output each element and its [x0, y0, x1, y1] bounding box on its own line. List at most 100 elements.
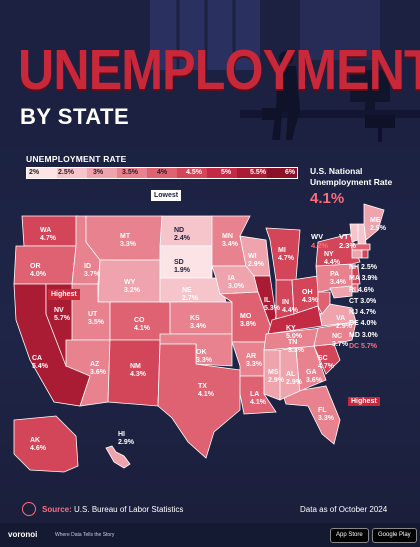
state-abbr: OR [30, 263, 41, 270]
state-ma [351, 243, 371, 251]
state-label-or: OR 4.0% [30, 263, 47, 278]
state-value: 3.3% [196, 357, 213, 364]
state-abbr: MS [268, 369, 279, 376]
brand-logo[interactable]: voronoi [8, 530, 38, 539]
state-value: 3.6% [306, 377, 323, 384]
state-abbr: VA [336, 315, 345, 322]
legend-tick: 6% [284, 169, 296, 176]
source-label: Source: [42, 505, 72, 514]
state-value: 5.4% [32, 363, 49, 370]
state-abbr: NC [332, 333, 342, 340]
state-label-me: ME 2.9% [370, 217, 387, 232]
northeast-row: MD 3.0% [349, 331, 378, 339]
app-store-badge[interactable]: App Store [330, 528, 369, 543]
state-label-sc: SC 4.7% [318, 355, 335, 370]
state-abbr: MO [240, 313, 252, 320]
state-label-oh: OH 4.3% [302, 289, 319, 304]
vt-abbr: VT [339, 232, 349, 241]
state-abbr: GA [306, 369, 317, 376]
state-abbr: NE [182, 287, 192, 294]
state-value: 5.3% [264, 305, 281, 312]
state-abbr: AZ [90, 361, 100, 368]
state-md [329, 285, 353, 299]
lowest-tag: Lowest [151, 190, 182, 201]
state-va [319, 303, 357, 327]
state-label-la: LA 4.1% [250, 391, 267, 406]
office-backdrop [0, 0, 420, 150]
state-label-ks: KS 3.4% [190, 315, 207, 330]
state-label-il: IL 5.3% [264, 297, 281, 312]
legend-swatch [57, 168, 87, 178]
state-value: 4.4% [324, 259, 341, 266]
state-label-ak: AK 4.6% [30, 437, 47, 452]
color-scale-legend [26, 167, 298, 179]
state-label-ny: NY 4.4% [324, 251, 341, 266]
highest-tag-west: Highest [48, 289, 80, 300]
legend-swatch [177, 168, 207, 178]
state-label-nv: NV 5.7% [54, 307, 71, 322]
legend-swatch [27, 168, 57, 178]
legend-swatch [207, 168, 237, 178]
state-label-wi: WI 2.9% [248, 253, 265, 268]
state-abbr: MN [222, 233, 233, 240]
state-label-al: AL 2.9% [286, 371, 303, 386]
state-label-id: ID 3.7% [84, 263, 101, 278]
state-value: 3.8% [240, 321, 257, 328]
state-abbr: KY [286, 325, 296, 332]
national-rate-value: 4.1% [310, 190, 345, 207]
us-map: WA 4.7%OR 4.0%CA 5.4%NV 5.7%ID 3.7%MT 3.3%WY 3.… [13, 203, 387, 473]
state-value: 4.7% [278, 255, 295, 262]
state-abbr: WA [40, 227, 51, 234]
wv-label: WV 4.2% [311, 232, 328, 250]
state-nj [351, 265, 361, 285]
legend-swatch [117, 168, 147, 178]
state-label-mn: MN 3.4% [222, 233, 239, 248]
northeast-row: RI 4.6% [349, 286, 374, 294]
brand-tagline: Where Data Tells the Story [55, 532, 115, 538]
legend-swatch [147, 168, 177, 178]
state-value: 4.6% [30, 445, 47, 452]
state-abbr: AK [30, 437, 40, 444]
state-abbr: TX [198, 383, 207, 390]
state-value: 3.0% [228, 283, 245, 290]
state-label-ga: GA 3.6% [306, 369, 323, 384]
state-abbr: SC [318, 355, 328, 362]
page-title: UNEMPLOYMENT [18, 38, 420, 102]
state-label-wa: WA 4.7% [40, 227, 57, 242]
state-label-ut: UT 3.5% [88, 311, 105, 326]
state-value: 2.9% [268, 377, 285, 384]
vt-label: VT 2.3% [339, 232, 356, 250]
page-subtitle: BY STATE [20, 104, 130, 129]
state-abbr: TN [288, 339, 297, 346]
state-abbr: AL [286, 371, 296, 378]
state-abbr: OH [302, 289, 313, 296]
state-value: 4.1% [250, 399, 267, 406]
state-ct [351, 249, 363, 259]
state-abbr: ID [84, 263, 91, 270]
source-icon [22, 502, 36, 516]
state-value: 3.5% [88, 319, 105, 326]
state-label-fl: FL 3.3% [318, 407, 335, 422]
state-label-mi: MI 4.7% [278, 247, 295, 262]
national-rate-label: U.S. National Unemployment Rate [310, 166, 392, 187]
northeast-row: CT 3.0% [349, 297, 377, 305]
state-abbr: AR [246, 353, 256, 360]
state-value: 2.9% [370, 225, 387, 232]
state-value: 2.4% [174, 235, 191, 242]
state-value: 1.9% [174, 267, 191, 274]
highest-tag-east: Highest [348, 397, 380, 406]
google-play-badge[interactable]: Google Play [372, 528, 417, 543]
state-ny [315, 233, 361, 267]
data-as-of: Data as of October 2024 [300, 505, 388, 514]
state-value: 2.9% [248, 261, 265, 268]
state-hi [105, 445, 131, 469]
state-value: 4.1% [134, 325, 151, 332]
state-abbr: SD [174, 259, 184, 266]
legend-tick: 4.5% [186, 169, 202, 176]
wv-value: 4.2% [311, 241, 329, 250]
state-label-va: VA 2.9% [336, 315, 353, 330]
legend-tick: 5% [220, 169, 232, 176]
state-abbr: OK [196, 349, 207, 356]
state-label-ok: OK 3.3% [196, 349, 213, 364]
